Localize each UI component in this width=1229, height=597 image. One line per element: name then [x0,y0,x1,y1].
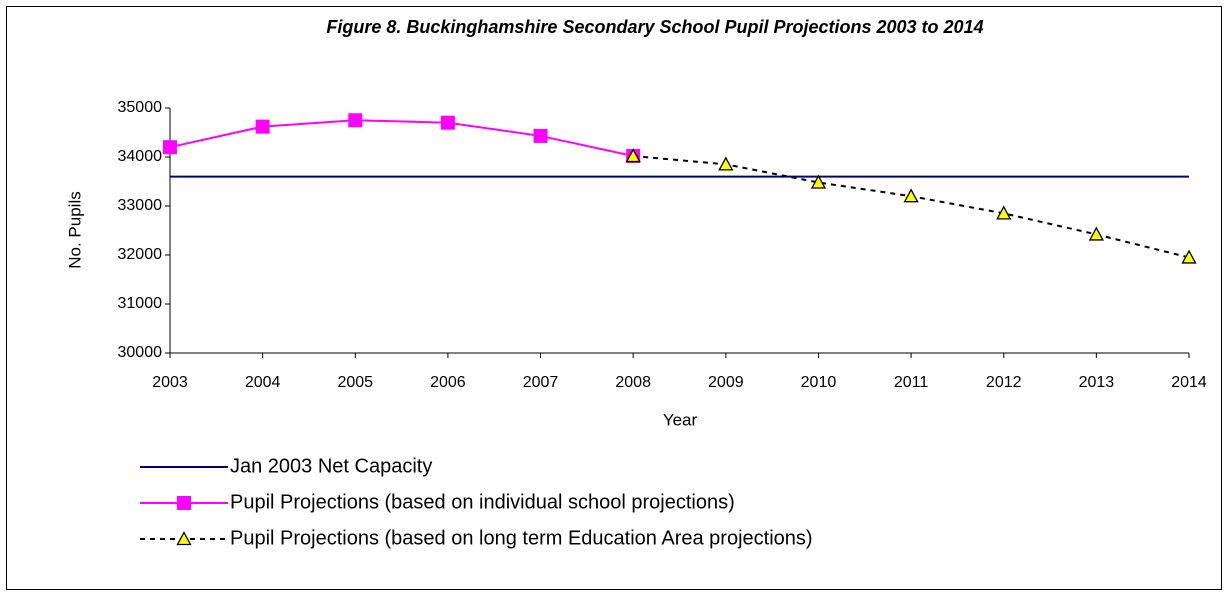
chart-border [6,6,1222,590]
x-tick-label: 2011 [894,374,929,391]
x-tick-label: 2010 [801,374,837,391]
x-tick-label: 2004 [245,374,281,391]
legend-label: Jan 2003 Net Capacity [230,455,432,477]
legend-label: Pupil Projections (based on individual s… [230,491,735,513]
series-line [169,119,634,157]
data-point [440,115,455,130]
data-point [1088,226,1104,241]
x-tick-label: 2012 [986,374,1022,391]
legend-marker [177,496,191,510]
x-tick-label: 2008 [615,374,651,391]
x-tick-label: 2005 [337,374,373,391]
x-axis-label: Year [663,410,698,429]
data-point [810,174,827,189]
data-point [625,148,641,163]
y-tick-label: 35000 [118,99,163,116]
x-tick-label: 2013 [1079,374,1115,391]
y-tick-label: 34000 [118,148,163,165]
x-tick-label: 2006 [430,374,466,391]
data-point [996,205,1012,220]
data-point [163,140,177,155]
data-point [903,188,919,203]
y-tick-label: 30000 [118,344,163,361]
x-tick-label: 2014 [1171,374,1207,391]
data-point [533,128,548,143]
data-point [255,119,270,134]
data-point [348,113,363,128]
y-tick-label: 31000 [118,295,163,312]
y-axis-label: No. Pupils [65,191,84,268]
data-point [1181,249,1197,264]
data-point [718,156,734,171]
legend-label: Pupil Projections (based on long term Ed… [230,527,813,549]
x-tick-label: 2003 [152,374,188,391]
y-tick-label: 33000 [118,197,163,214]
x-tick-label: 2009 [708,374,744,391]
y-tick-label: 32000 [118,246,163,263]
chart-title: Figure 8. Buckinghamshire Secondary Scho… [326,17,983,37]
legend-marker [176,531,192,546]
x-tick-label: 2007 [523,374,559,391]
